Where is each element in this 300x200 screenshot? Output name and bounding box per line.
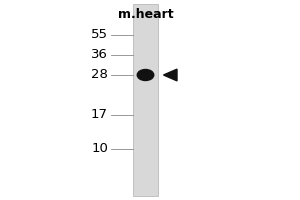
Polygon shape <box>164 69 177 81</box>
Text: 10: 10 <box>91 142 108 156</box>
Text: 28: 28 <box>91 68 108 82</box>
Text: 17: 17 <box>91 108 108 121</box>
Bar <box>133 4 158 196</box>
Text: 36: 36 <box>91 48 108 62</box>
Ellipse shape <box>137 70 154 80</box>
Text: m.heart: m.heart <box>118 8 173 21</box>
Text: 55: 55 <box>91 28 108 42</box>
